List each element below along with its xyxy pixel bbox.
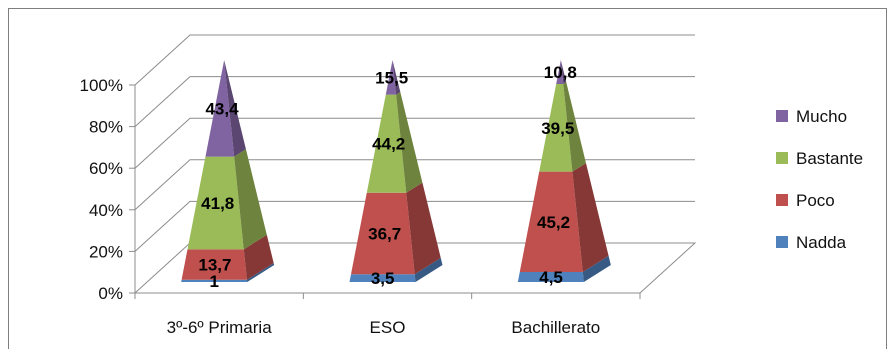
chart-frame [8,8,887,349]
pyramid-segment-front [187,156,244,250]
pyramid-segment-front [385,60,397,95]
pyramid-segment-side [563,82,586,172]
data-label: 4,5 [539,268,563,287]
pyramid-segment-front [556,60,564,84]
data-label: 43,4 [205,99,239,118]
legend: Mucho Bastante Poco Nadda [776,107,863,252]
data-labels: 113,7 41,8 43,4 3,5 36,7 44,2 15,5 4,5 45,2 39,5 1… [198,63,576,291]
data-label: 44,2 [372,135,405,154]
pyramid-segment-side [392,60,401,95]
pyramid-segment-side [414,257,443,282]
y-tick-label: 80% [89,118,123,137]
pyramid-segment-front [366,94,407,193]
data-label: 3,5 [371,269,395,288]
data-label: 1 [209,272,218,291]
data-label: 10,8 [544,63,577,82]
data-label: 36,7 [368,224,401,243]
legend-swatch [776,152,788,164]
pyramid-segment-front [205,60,235,157]
x-tick-label: Bachillerato [511,318,600,337]
y-tick-label: 20% [89,242,123,261]
legend-label: Nadda [796,233,847,252]
pyramid-segment-front [351,192,415,275]
pyramid-segment-front [539,83,573,172]
y-tick-label: 40% [89,201,123,220]
data-label: 39,5 [541,119,574,138]
gridlines [134,34,695,252]
y-tick-label: 100% [80,76,123,95]
pyramid-segment-front [181,249,247,280]
legend-swatch [776,236,788,248]
pyramid-segment-side [246,262,275,282]
gridline [134,159,695,211]
legend-label: Poco [796,191,835,210]
pyramid-segment-side [234,149,267,250]
data-label: 15,5 [375,68,408,87]
pyramid-segment-side [243,234,274,280]
legend-label: Mucho [796,107,847,126]
gridline [134,34,695,86]
x-axis: 3º-6º Primaria ESO Bachillerato [134,293,641,337]
gridline [134,117,695,169]
data-label: 41,8 [201,194,234,213]
pyramid-segment-front [517,272,584,282]
gridline [134,200,695,252]
data-label: 45,2 [537,213,570,232]
legend-label: Bastante [796,149,863,168]
data-label: 13,7 [198,256,231,275]
y-tick-label: 60% [89,159,123,178]
pyramid-segment-front [519,171,583,273]
pyramid-segment-front [349,274,416,282]
y-tick-label: 0% [98,284,123,303]
legend-swatch [776,110,788,122]
legend-swatch [776,194,788,206]
pyramid-segment-side [560,60,567,84]
pyramid-segment-side [396,91,423,193]
pyramid-segment-side [406,182,441,275]
x-tick-label: 3º-6º Primaria [167,318,273,337]
pyramid-segment-side [582,255,611,282]
pyramid-segment-side [224,60,246,157]
y-axis: 0% 20% 40% 60% 80% 100% [80,76,136,303]
pyramid-segment-front [181,279,248,282]
x-tick-label: ESO [370,318,406,337]
gridline [134,76,695,127]
pyramids [181,60,611,282]
pyramid-segment-side [572,163,609,273]
